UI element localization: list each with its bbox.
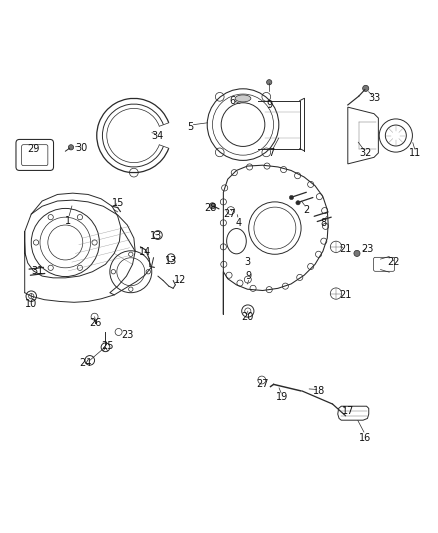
Text: 27: 27 [256, 379, 269, 390]
Circle shape [354, 251, 360, 256]
Text: 1: 1 [65, 216, 71, 225]
Text: 34: 34 [152, 131, 164, 141]
Text: 24: 24 [80, 358, 92, 368]
Text: 29: 29 [27, 143, 39, 154]
Text: 3: 3 [244, 257, 251, 267]
Text: 5: 5 [187, 122, 194, 132]
Text: 12: 12 [173, 274, 186, 285]
Text: 9: 9 [246, 271, 252, 281]
Text: 16: 16 [359, 433, 371, 442]
Text: 23: 23 [361, 244, 374, 254]
Text: 30: 30 [75, 143, 88, 153]
Text: 9: 9 [266, 100, 272, 110]
Text: 21: 21 [339, 290, 352, 300]
Circle shape [267, 79, 272, 85]
Text: 33: 33 [368, 93, 380, 103]
Circle shape [296, 200, 300, 205]
Text: 27: 27 [224, 209, 236, 219]
Text: 17: 17 [342, 407, 354, 416]
Circle shape [363, 85, 369, 92]
Text: 31: 31 [32, 266, 44, 276]
Text: 22: 22 [387, 257, 400, 267]
Text: 7: 7 [268, 148, 275, 158]
Circle shape [68, 144, 74, 150]
Text: 26: 26 [90, 318, 102, 328]
Text: 11: 11 [410, 148, 422, 158]
Text: 18: 18 [313, 386, 325, 396]
Text: 21: 21 [339, 244, 352, 254]
Text: 2: 2 [303, 205, 310, 215]
Text: 10: 10 [25, 298, 37, 309]
Text: 25: 25 [102, 342, 114, 351]
Text: 20: 20 [241, 312, 254, 322]
Circle shape [289, 195, 293, 200]
Text: 19: 19 [276, 392, 289, 402]
Text: 23: 23 [121, 330, 134, 341]
Text: 28: 28 [204, 203, 216, 213]
Text: 14: 14 [139, 247, 151, 257]
Ellipse shape [235, 95, 251, 102]
Text: 4: 4 [236, 218, 242, 228]
Text: 15: 15 [113, 198, 125, 208]
Circle shape [209, 203, 215, 209]
Text: 13: 13 [165, 256, 177, 266]
Text: 8: 8 [321, 218, 327, 228]
Text: 32: 32 [359, 148, 371, 158]
Text: 6: 6 [229, 95, 235, 106]
Text: 13: 13 [149, 231, 162, 241]
